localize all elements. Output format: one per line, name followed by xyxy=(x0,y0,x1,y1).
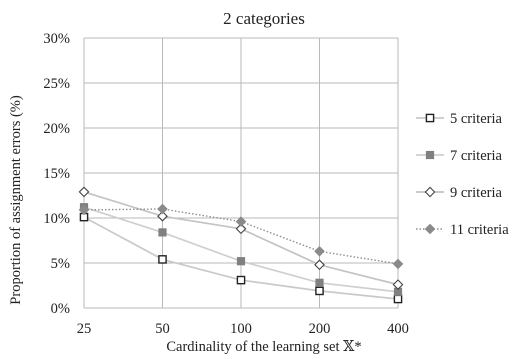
y-tick-label: 20% xyxy=(43,121,70,137)
data-point xyxy=(315,278,324,287)
data-point xyxy=(236,275,246,285)
data-point xyxy=(392,258,404,270)
y-axis-title: Proportion of assignment errors (%) xyxy=(8,95,24,305)
data-point xyxy=(157,203,168,215)
y-tick-label: 0% xyxy=(51,301,70,317)
y-tick-label: 25% xyxy=(43,76,70,92)
x-tick-label: 50 xyxy=(155,321,170,337)
data-point xyxy=(393,294,403,304)
legend-item: 5 criteria xyxy=(416,111,502,127)
y-tick-label: 10% xyxy=(43,211,70,227)
data-point xyxy=(158,228,167,237)
series-7-criteria xyxy=(79,203,403,296)
data-point xyxy=(236,257,246,266)
legend-item: 11 criteria xyxy=(416,222,509,238)
data-point xyxy=(78,204,90,216)
data-point xyxy=(424,186,436,198)
data-point xyxy=(158,255,167,264)
y-tick-label: 30% xyxy=(43,31,70,47)
legend: 5 criteria 7 criteria 9 criteria 11 criteri… xyxy=(416,111,509,238)
series-group xyxy=(78,186,404,304)
series-11-criteria xyxy=(78,203,404,270)
legend-label: 5 criteria xyxy=(450,111,502,127)
y-tick-label: 15% xyxy=(43,166,70,182)
x-tick-labels: 25 50 100 200 400 xyxy=(77,321,409,337)
series-5-criteria xyxy=(79,212,403,304)
data-point xyxy=(424,223,436,235)
legend-item: 7 criteria xyxy=(416,148,502,164)
legend-label: 9 criteria xyxy=(450,185,502,201)
x-tick-label: 400 xyxy=(387,321,409,337)
data-point xyxy=(315,286,324,296)
data-point xyxy=(78,186,90,198)
x-tick-label: 100 xyxy=(230,321,252,337)
data-point xyxy=(157,210,168,222)
x-tick-label: 25 xyxy=(77,321,92,337)
data-point xyxy=(235,223,247,235)
x-tick-label: 200 xyxy=(309,321,331,337)
series-9-criteria xyxy=(78,186,404,290)
data-point xyxy=(235,216,247,227)
chart-title: 2 categories xyxy=(223,9,305,28)
legend-item: 9 criteria xyxy=(416,185,502,201)
data-point xyxy=(314,245,325,257)
data-point xyxy=(425,113,435,123)
x-axis-title: Cardinality of the learning set 𝕏* xyxy=(166,339,361,355)
legend-label: 11 criteria xyxy=(450,222,509,238)
grid xyxy=(83,37,399,309)
y-tick-label: 5% xyxy=(51,256,70,272)
data-point xyxy=(314,259,325,271)
data-point xyxy=(425,150,435,160)
legend-label: 7 criteria xyxy=(450,148,502,164)
y-tick-labels: 0% 5% 10% 15% 20% 25% 30% xyxy=(43,31,70,317)
data-point xyxy=(392,279,404,290)
